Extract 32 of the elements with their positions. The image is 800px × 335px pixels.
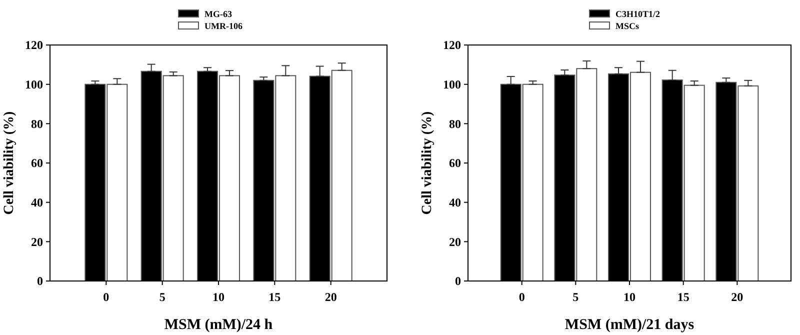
x-axis-title: MSM (mM)/24 h [164, 317, 274, 333]
y-tick-label: 120 [25, 38, 43, 52]
y-tick-label: 80 [449, 116, 461, 131]
x-tick-label: 15 [677, 290, 690, 304]
x-tick-label: 10 [212, 290, 224, 304]
x-tick-label: 20 [731, 290, 744, 304]
y-tick-label: 60 [31, 156, 43, 170]
y-tick-label: 20 [449, 234, 461, 249]
y-tick-label: 20 [31, 234, 43, 249]
x-tick-label: 0 [103, 290, 110, 304]
y-tick-label: 40 [449, 196, 461, 210]
y-tick-label: 40 [31, 196, 43, 210]
y-tick-label: 60 [449, 156, 461, 170]
y-axis-title: Cell viability (%) [2, 110, 17, 215]
legend-label: MG-63 [204, 9, 232, 19]
x-tick-label: 15 [268, 290, 281, 304]
x-axis-title: MSM (mM)/21 days [564, 317, 694, 333]
x-tick-label: 10 [624, 290, 636, 304]
y-tick-label: 80 [31, 116, 43, 131]
y-tick-label: 100 [443, 78, 461, 92]
legend-label: UMR-106 [204, 21, 243, 31]
x-tick-label: 5 [572, 290, 579, 304]
y-axis-title: Cell viability (%) [420, 110, 435, 215]
y-tick-label: 0 [455, 274, 461, 288]
y-tick-label: 120 [443, 38, 461, 52]
legend-label: MSCs [616, 21, 640, 31]
x-tick-label: 0 [518, 290, 525, 304]
x-tick-label: 5 [159, 290, 166, 304]
x-tick-label: 20 [324, 290, 337, 304]
legend-label: C3H10T1/2 [616, 9, 661, 19]
y-tick-label: 100 [25, 78, 43, 92]
y-tick-label: 0 [37, 274, 43, 288]
